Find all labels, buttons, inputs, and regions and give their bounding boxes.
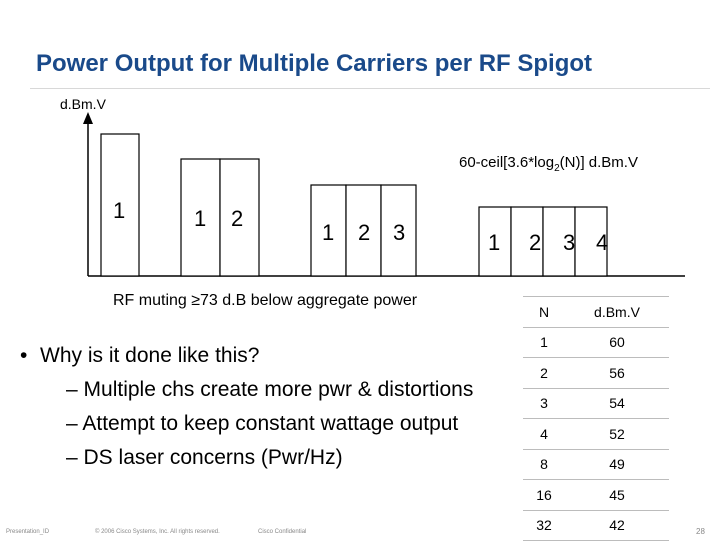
table-cell-dbmv: 42 — [565, 509, 669, 541]
carrier-label: 2 — [529, 230, 542, 255]
carrier-bar — [100, 133, 140, 277]
bullet-dot-icon: • — [20, 344, 28, 367]
carrier-bar — [478, 206, 512, 277]
table-row: 8 49 — [523, 448, 669, 480]
table-cell-n: 2 — [523, 357, 565, 389]
carrier-bar — [542, 206, 576, 277]
footer-presentation-id: Presentation_ID — [6, 529, 50, 535]
carrier-label: 1 — [322, 220, 335, 245]
carrier-bar — [574, 206, 608, 277]
carrier-label: 3 — [563, 230, 576, 255]
table-row: 4 52 — [523, 418, 669, 450]
bullet-sub-text: Multiple chs create more pwr & distortio… — [83, 378, 474, 401]
table-header-dbmv: d.Bm.V — [565, 296, 669, 328]
table-cell-n: 4 — [523, 418, 565, 450]
carrier-bar — [510, 206, 544, 277]
formula-prefix: 60-ceil[3.6*log — [459, 154, 555, 171]
carrier-label: 1 — [113, 198, 126, 223]
footer-copyright: © 2006 Cisco Systems, Inc. All rights re… — [95, 529, 220, 535]
table-cell-dbmv: 49 — [565, 448, 669, 480]
power-table: N d.Bm.V 1 60 2 56 3 54 4 52 8 49 16 45 … — [523, 296, 669, 541]
table-cell-dbmv: 56 — [565, 357, 669, 389]
rf-muting-note: RF muting ≥73 d.B below aggregate power — [113, 292, 418, 309]
title-divider — [30, 88, 710, 89]
page-number: 28 — [696, 527, 705, 536]
table-row: 32 42 — [523, 509, 669, 541]
table-cell-n: 8 — [523, 448, 565, 480]
table-cell-dbmv: 45 — [565, 479, 669, 511]
table-cell-n: 32 — [523, 509, 565, 541]
power-formula: 60-ceil[3.6*log2(N)] d.Bm.V — [459, 154, 638, 174]
bullet-main: • Why is it done like this? — [20, 344, 473, 378]
carrier-bar — [180, 158, 221, 277]
carrier-label: 3 — [393, 220, 406, 245]
bullet-sub: – Attempt to keep constant wattage outpu… — [66, 412, 473, 446]
table-row: 3 54 — [523, 387, 669, 419]
footer-confidential: Cisco Confidential — [258, 529, 307, 535]
carrier-label: 1 — [488, 230, 501, 255]
table-header-row: N d.Bm.V — [523, 296, 669, 328]
table-cell-dbmv: 60 — [565, 326, 669, 358]
dash-icon: – — [66, 446, 84, 469]
table-row: 2 56 — [523, 357, 669, 389]
slide-title: Power Output for Multiple Carriers per R… — [36, 50, 593, 77]
bullet-sub-text: Attempt to keep constant wattage output — [82, 412, 459, 435]
bullet-sub: – DS laser concerns (Pwr/Hz) — [66, 446, 473, 480]
y-axis-label: d.Bm.V — [60, 96, 106, 112]
table-cell-n: 16 — [523, 479, 565, 511]
formula-subscript: 2 — [554, 163, 560, 174]
formula-suffix: (N)] d.Bm.V — [559, 154, 638, 171]
bullet-sub: – Multiple chs create more pwr & distort… — [66, 378, 473, 412]
bullet-main-text: Why is it done like this? — [40, 344, 260, 367]
dash-icon: – — [66, 378, 84, 401]
bullet-sub-text: DS laser concerns (Pwr/Hz) — [83, 446, 343, 469]
carrier-label: 2 — [231, 206, 244, 231]
table-cell-n: 1 — [523, 326, 565, 358]
table-cell-n: 3 — [523, 387, 565, 419]
y-axis-arrow — [83, 112, 93, 124]
bullet-list: • Why is it done like this? – Multiple ch… — [20, 344, 473, 480]
carrier-label: 4 — [596, 230, 609, 255]
table-row: 16 45 — [523, 479, 669, 511]
table-cell-dbmv: 54 — [565, 387, 669, 419]
carrier-bar — [310, 184, 347, 277]
table-header-n: N — [523, 296, 565, 328]
carrier-bar — [380, 184, 417, 277]
carrier-label: 1 — [194, 206, 207, 231]
table-row: 1 60 — [523, 326, 669, 358]
table-cell-dbmv: 52 — [565, 418, 669, 450]
carrier-bar — [219, 158, 260, 277]
dash-icon: – — [66, 412, 83, 435]
carrier-label: 2 — [358, 220, 371, 245]
